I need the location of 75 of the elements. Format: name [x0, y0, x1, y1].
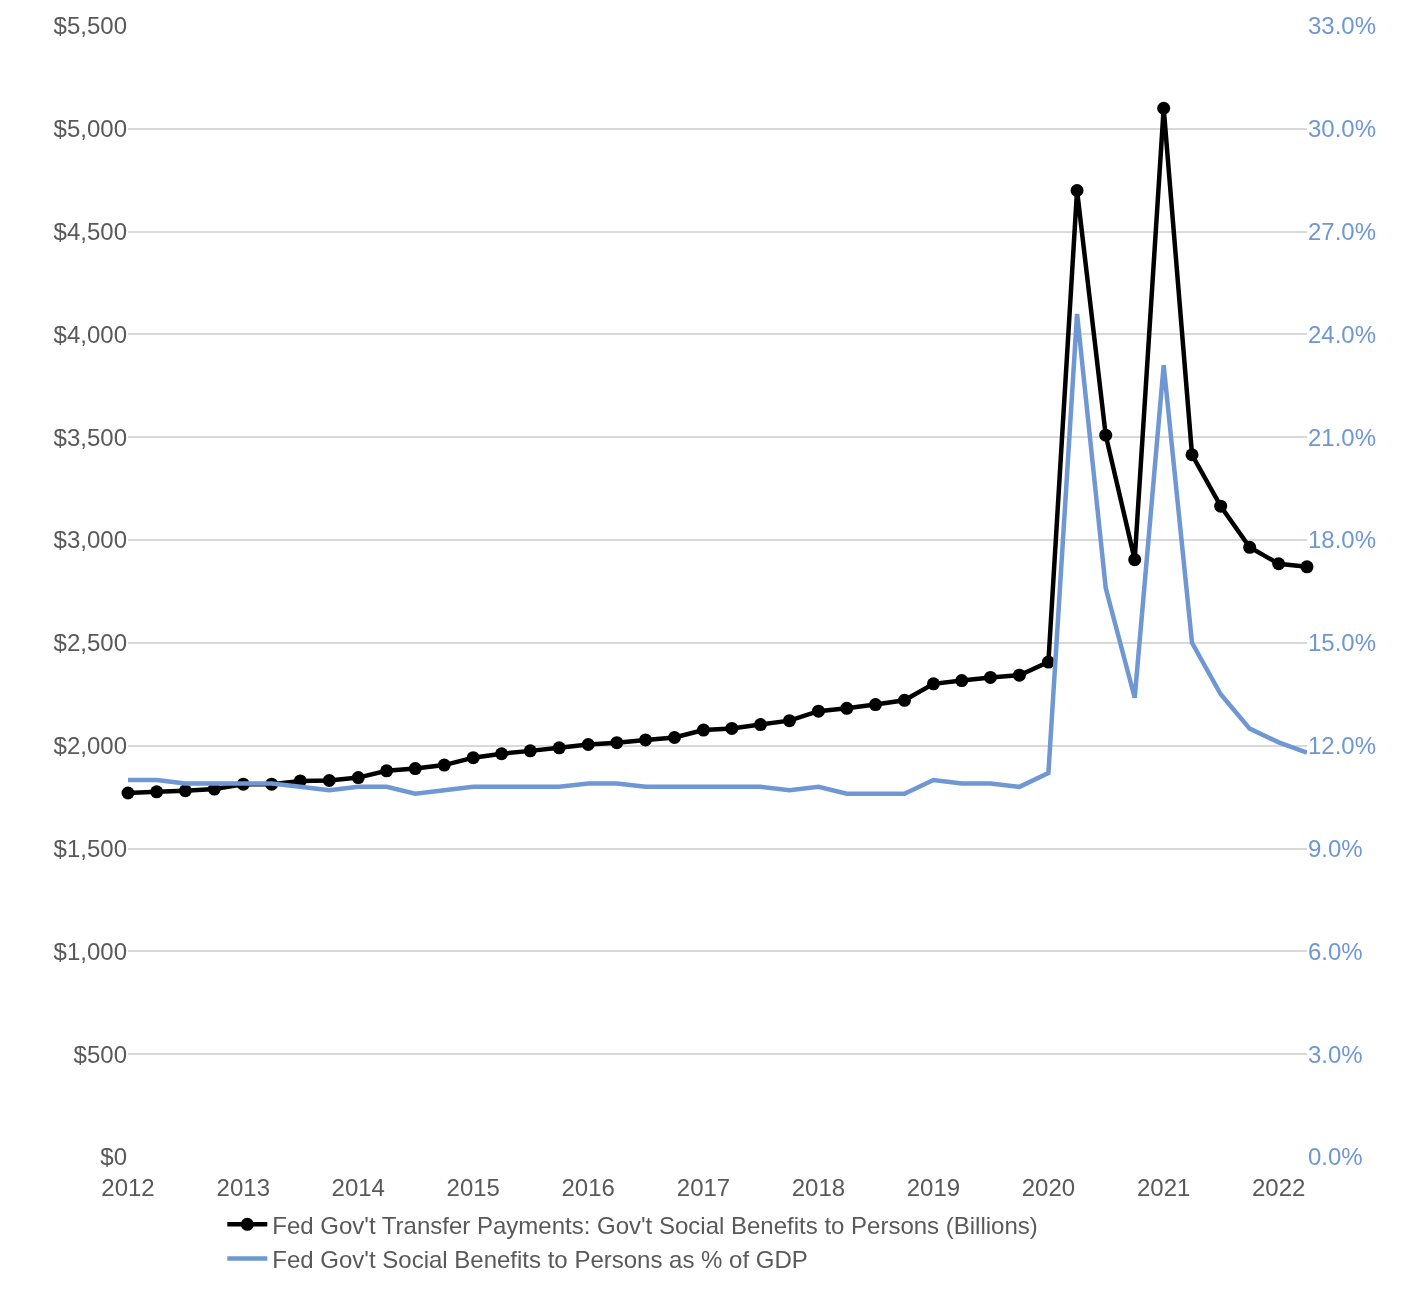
y-tick-label: $3,500: [53, 423, 127, 451]
x-tick-label: 2020: [1021, 1174, 1076, 1201]
y-tick-label: $2,500: [53, 629, 127, 657]
point: [552, 741, 566, 755]
point: [754, 718, 767, 732]
y-tick-label: $5,500: [53, 12, 127, 40]
point: [322, 773, 336, 787]
y-tick-label: $1,000: [53, 937, 127, 965]
y2-tick-label: 24.0%: [1308, 320, 1377, 348]
point: [178, 784, 192, 798]
y-tick-label: $0: [100, 1143, 127, 1171]
point: [1214, 499, 1228, 513]
x-tick-label: 2015: [446, 1174, 500, 1201]
point: [351, 771, 365, 785]
point: [983, 670, 997, 684]
y2-tick-label: 0.0%: [1308, 1143, 1363, 1171]
point: [523, 744, 537, 758]
point: [725, 721, 739, 735]
y2-tick-label: 18.0%: [1308, 526, 1377, 554]
y2-tick-label: 15.0%: [1308, 629, 1377, 657]
y-tick-label: $1,500: [53, 834, 127, 862]
legend-label: Fed Gov't Transfer Payments: Gov't Social Benefits to Persons (Billions): [272, 1211, 1038, 1239]
point: [1272, 557, 1286, 571]
y-tick-label: $2,000: [53, 732, 127, 760]
y2-tick-label: 27.0%: [1308, 218, 1377, 246]
point: [121, 786, 135, 800]
x-tick-label: 2022: [1251, 1174, 1306, 1201]
point: [1157, 101, 1171, 115]
point: [437, 758, 451, 772]
x-tick-label: 2018: [791, 1174, 846, 1201]
point: [897, 693, 911, 707]
point: [1185, 448, 1199, 462]
point: [955, 674, 969, 688]
point: [1300, 560, 1314, 574]
point: [380, 764, 394, 778]
point: [1128, 553, 1142, 567]
point: [668, 731, 681, 744]
y2-tick-label: 12.0%: [1308, 732, 1377, 760]
point: [639, 733, 653, 747]
point: [811, 704, 825, 718]
x-tick-label: 2014: [331, 1174, 385, 1201]
point: [408, 762, 422, 776]
point: [581, 737, 595, 751]
y2-tick-label: 3.0%: [1308, 1040, 1363, 1068]
y2-tick-label: 6.0%: [1308, 937, 1363, 965]
point: [1012, 668, 1026, 682]
y2-tick-label: 30.0%: [1308, 115, 1377, 143]
point: [926, 677, 940, 691]
y-tick-label: $3,000: [53, 526, 127, 554]
x-tick-label: 2017: [676, 1174, 731, 1201]
x-tick-label: 2016: [561, 1174, 615, 1201]
x-tick-label: 2021: [1136, 1174, 1191, 1201]
x-tick-label: 2012: [101, 1174, 155, 1201]
y2-tick-label: 33.0%: [1308, 12, 1377, 40]
y-tick-label: $5,000: [53, 115, 127, 143]
point: [1243, 540, 1257, 554]
point: [696, 723, 710, 737]
y2-tick-label: 21.0%: [1308, 423, 1377, 451]
point: [466, 751, 480, 765]
point: [610, 736, 624, 750]
point: [495, 747, 509, 761]
point: [868, 698, 882, 712]
point: [1070, 184, 1084, 197]
x-tick-label: 2019: [906, 1174, 961, 1201]
point: [1099, 428, 1113, 442]
y-tick-label: $4,000: [53, 320, 127, 348]
point: [150, 785, 164, 799]
point: [840, 701, 854, 715]
line-series: [128, 311, 1307, 796]
legend-label: Fed Gov't Social Benefits to Persons as % of GDP: [272, 1245, 808, 1273]
point: [782, 714, 796, 728]
y-tick-label: $4,500: [53, 218, 127, 246]
y2-tick-label: 9.0%: [1308, 834, 1363, 862]
y-tick-label: $500: [73, 1040, 127, 1068]
x-tick-label: 2013: [216, 1174, 270, 1201]
